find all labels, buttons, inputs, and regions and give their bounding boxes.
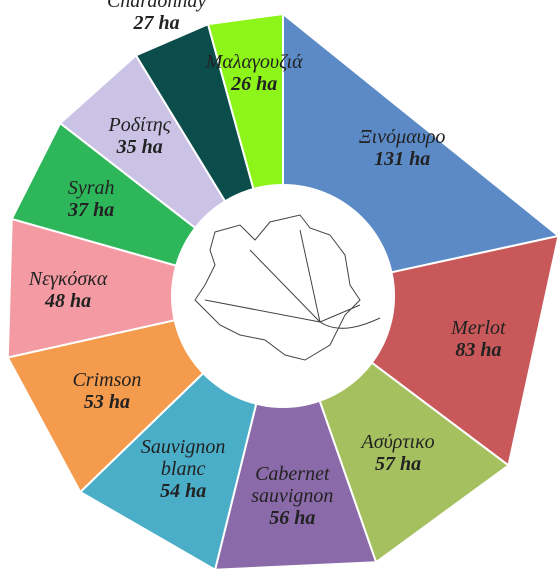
category-name: Crimson <box>72 368 142 391</box>
category-name: Syrah <box>67 176 115 199</box>
value-label: 54 ha <box>160 480 207 503</box>
value-label: 27 ha <box>133 12 180 35</box>
leaf-icon <box>194 214 381 361</box>
category-name: Ασύρτικο <box>361 431 435 454</box>
slice-label: Ροδίτης 35 ha <box>85 114 195 158</box>
value-label: 56 ha <box>269 506 316 529</box>
category-name: Chardonnay <box>106 0 207 13</box>
value-label: 48 ha <box>45 289 92 312</box>
slice-label: Ασύρτικο 57 ha <box>343 431 453 475</box>
slice-label: Merlot 83 ha <box>423 317 533 361</box>
slice-label: Ξινόμαυρο 131 ha <box>347 126 457 170</box>
category-name: Ροδίτης <box>108 113 171 136</box>
category-name: Ξινόμαυρο <box>358 126 446 149</box>
value-label: 131 ha <box>374 148 431 171</box>
value-label: 57 ha <box>375 453 422 476</box>
value-label: 26 ha <box>231 72 278 95</box>
value-label: 37 ha <box>68 198 115 221</box>
slice-label: Chardonnay 27 ha <box>102 0 212 34</box>
slice-label: Νεγκόσκα 48 ha <box>13 268 123 312</box>
slice-label: Sauvignon blanc 54 ha <box>128 436 238 502</box>
value-label: 53 ha <box>83 390 130 413</box>
slice-label: Crimson 53 ha <box>52 369 162 413</box>
value-label: 83 ha <box>455 338 502 361</box>
category-name: Μαλαγουζιά <box>205 50 303 73</box>
category-name: Cabernet sauvignon <box>251 462 334 507</box>
category-name: Sauvignon blanc <box>140 436 226 481</box>
donut-hole <box>171 184 395 408</box>
slice-label: Syrah 37 ha <box>36 177 146 221</box>
value-label: 35 ha <box>116 135 163 158</box>
category-name: Merlot <box>451 316 506 339</box>
category-name: Νεγκόσκα <box>28 267 108 290</box>
slice-label: Cabernet sauvignon 56 ha <box>237 463 347 529</box>
slice-label: Μαλαγουζιά 26 ha <box>199 51 309 95</box>
